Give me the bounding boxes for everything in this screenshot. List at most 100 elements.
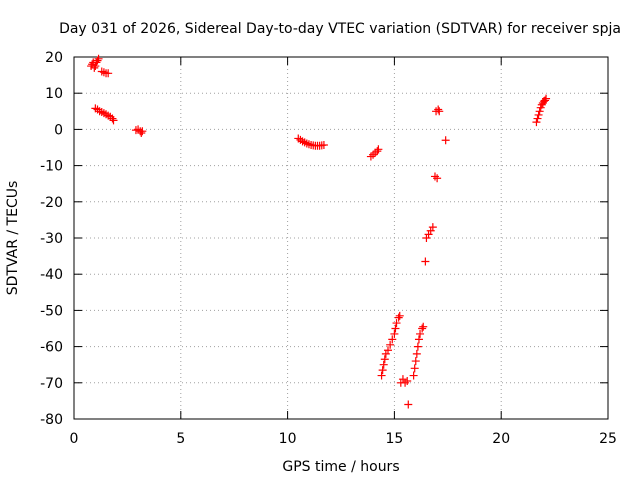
x-tick-label: 25 (599, 431, 617, 447)
data-point (383, 346, 392, 355)
axis-ticks (73, 56, 609, 420)
data-point (366, 152, 375, 161)
point-cluster (91, 104, 118, 125)
data-point (137, 129, 146, 138)
point-cluster (422, 223, 437, 242)
y-axis-label: SDTVAR / TECUs (5, 181, 21, 296)
data-point (535, 107, 544, 116)
y-tick-label: -10 (40, 159, 63, 175)
data-point (381, 349, 390, 358)
chart-title: Day 031 of 2026, Sidereal Day-to-day VTE… (59, 21, 621, 37)
data-point (413, 342, 422, 351)
data-point (392, 319, 401, 328)
data-point (91, 62, 100, 71)
y-tick-label: -50 (40, 303, 63, 319)
point-cluster (404, 400, 413, 409)
x-tick-label: 0 (70, 431, 79, 447)
point-cluster (377, 311, 404, 380)
point-cluster (87, 54, 103, 72)
data-point (94, 54, 103, 63)
x-tick-label: 10 (279, 431, 297, 447)
x-tick-label: 15 (385, 431, 403, 447)
data-point (428, 223, 437, 232)
data-point (422, 234, 431, 242)
y-tick-label: 0 (54, 122, 63, 138)
data-point (386, 340, 395, 349)
data-point (411, 357, 420, 366)
data-point (533, 114, 542, 123)
data-point (404, 400, 413, 409)
y-tick-label: 20 (45, 50, 63, 66)
point-cluster (409, 322, 428, 380)
data-point (390, 329, 399, 338)
data-point (419, 322, 428, 331)
data-point (398, 375, 407, 384)
data-points (87, 54, 551, 409)
point-cluster (421, 257, 430, 266)
data-point (374, 145, 383, 154)
data-point (395, 311, 404, 320)
data-point (433, 174, 442, 183)
data-point (93, 56, 102, 65)
data-point (380, 355, 389, 364)
point-cluster (366, 145, 383, 161)
data-point (426, 226, 435, 235)
point-cluster (97, 67, 113, 78)
data-point (534, 110, 543, 119)
data-point (97, 67, 106, 76)
data-point (401, 378, 410, 387)
data-point (403, 376, 412, 385)
x-axis-label: GPS time / hours (282, 459, 399, 475)
data-point (434, 105, 443, 114)
data-point (435, 107, 444, 116)
data-point (369, 150, 378, 159)
point-cluster (432, 105, 444, 116)
data-point (416, 329, 425, 338)
point-cluster (294, 134, 328, 150)
y-tick-label: 10 (45, 86, 63, 102)
data-point (421, 257, 430, 266)
y-tick-label: -80 (40, 412, 63, 428)
data-point (377, 371, 386, 380)
data-point (441, 136, 450, 145)
data-point (302, 139, 311, 148)
data-point (430, 172, 439, 181)
data-point (418, 324, 427, 333)
data-point (412, 349, 421, 358)
point-cluster (131, 125, 147, 138)
point-cluster (441, 136, 450, 145)
data-point (104, 69, 113, 78)
data-point (319, 140, 328, 149)
data-point (108, 114, 117, 123)
y-tick-label: -20 (40, 195, 63, 211)
point-cluster (396, 375, 412, 387)
y-tick-label: -40 (40, 267, 63, 283)
point-cluster (430, 172, 442, 183)
data-point (532, 118, 541, 127)
data-point (109, 116, 118, 125)
data-point (388, 335, 397, 344)
data-point (379, 360, 388, 369)
data-point (138, 127, 147, 136)
data-point (414, 335, 423, 344)
y-tick-label: -70 (40, 376, 63, 392)
y-tick-labels: -80 -70 -60 -50 -40 -30 -20 -10 0 10 20 (40, 50, 63, 428)
data-point (378, 366, 387, 375)
data-point (391, 324, 400, 333)
data-point (540, 96, 549, 105)
x-tick-label: 20 (492, 431, 510, 447)
data-point (409, 371, 418, 380)
grid-lines (74, 57, 608, 419)
data-point (373, 147, 382, 156)
data-point (90, 63, 99, 72)
data-point (99, 68, 108, 77)
data-point (394, 313, 403, 322)
y-tick-label: -60 (40, 340, 63, 356)
x-tick-label: 5 (176, 431, 185, 447)
data-point (542, 94, 551, 103)
y-tick-label: -30 (40, 231, 63, 247)
x-tick-labels: 0 5 10 15 20 25 (70, 431, 617, 447)
data-point (410, 364, 419, 373)
data-point (424, 230, 433, 239)
